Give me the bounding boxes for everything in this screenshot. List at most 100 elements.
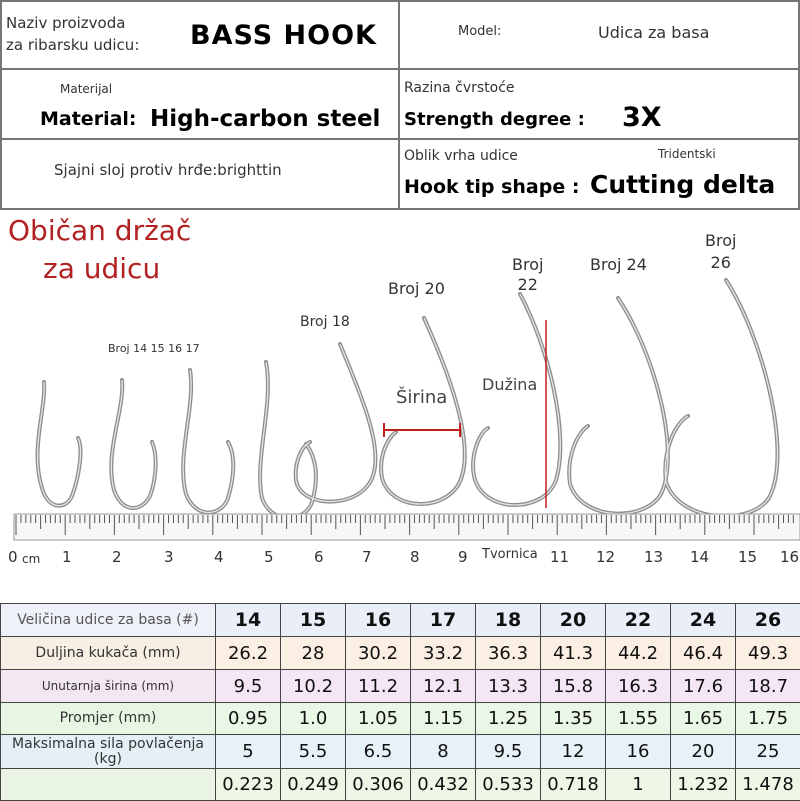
product-name-label-line1: Naziv proizvoda (6, 12, 139, 34)
strength-value: 3X (622, 102, 662, 133)
product-name-label: Naziv proizvoda za ribarsku udicu: (6, 12, 139, 56)
table-cell: 1.05 (346, 703, 411, 735)
table-cell: 0.306 (346, 769, 411, 801)
material-small-label: Materijal (60, 82, 112, 96)
divider (0, 0, 2, 210)
table-cell: 1.15 (411, 703, 476, 735)
table-cell: 26.2 (216, 637, 281, 670)
table-cell: 1.478 (736, 769, 800, 801)
tip-label: Hook tip shape : (404, 176, 579, 198)
table-cell: 33.2 (411, 637, 476, 670)
ruler-number: 2 (112, 548, 122, 566)
width-label: Širina (396, 387, 447, 408)
table-cell: 15.8 (541, 670, 606, 703)
table-cell: 25 (736, 735, 800, 769)
table-cell: 9.5 (476, 735, 541, 769)
table-cell: 0.95 (216, 703, 281, 735)
tip-value: Cutting delta (590, 170, 775, 199)
table-cell: 16 (606, 735, 671, 769)
ruler-number: 13 (644, 548, 663, 566)
length-label: Dužina (482, 375, 537, 394)
hook-22 (473, 294, 560, 505)
label-size-20: Broj 20 (388, 279, 445, 298)
table-row: Promjer (mm) 0.95 1.0 1.05 1.15 1.25 1.3… (1, 703, 800, 735)
size-cell: 17 (411, 604, 476, 637)
table-cell: 12 (541, 735, 606, 769)
label-size-22-line1: Broj (512, 255, 543, 275)
table-cell: 11.2 (346, 670, 411, 703)
coating-text: Sjajni sloj protiv hrđe:brighttin (54, 161, 282, 179)
product-name-label-line2: za ribarsku udicu: (6, 34, 139, 56)
divider (0, 68, 800, 70)
table-cell: 0.533 (476, 769, 541, 801)
table-cell: 20 (671, 735, 736, 769)
ruler-number: 3 (164, 548, 174, 566)
table-header-label: Veličina udice za basa (#) (1, 604, 216, 637)
label-size-26: Broj 26 (705, 230, 736, 274)
size-cell: 20 (541, 604, 606, 637)
table-cell: 0.718 (541, 769, 606, 801)
ruler-number: 8 (410, 548, 420, 566)
size-cell: 15 (281, 604, 346, 637)
material-label: Material: (40, 108, 137, 130)
hook-14 (37, 382, 80, 506)
table-cell: 1.65 (671, 703, 736, 735)
hook-20 (381, 318, 465, 504)
size-cell: 18 (476, 604, 541, 637)
size-cell: 24 (671, 604, 736, 637)
table-cell: 0.432 (411, 769, 476, 801)
table-cell: 1.35 (541, 703, 606, 735)
table-cell: 36.3 (476, 637, 541, 670)
hook-15 (111, 380, 155, 508)
table-row: 0.223 0.249 0.306 0.432 0.533 0.718 1 1.… (1, 769, 800, 801)
size-cell: 26 (736, 604, 800, 637)
table-cell: 1.75 (736, 703, 800, 735)
ruler-unit: cm (22, 552, 40, 566)
table-cell: 8 (411, 735, 476, 769)
table-cell: 1.0 (281, 703, 346, 735)
ruler-number: 7 (362, 548, 372, 566)
label-size-26-line2: 26 (705, 252, 736, 274)
model-value: Udica za basa (598, 23, 709, 42)
table-cell: 0.249 (281, 769, 346, 801)
table-cell: 44.2 (606, 637, 671, 670)
spec-table: Veličina udice za basa (#) 14 15 16 17 1… (0, 603, 800, 801)
ruler-number: 12 (596, 548, 615, 566)
table-row: Unutarnja širina (mm) 9.5 10.2 11.2 12.1… (1, 670, 800, 703)
ruler-number: 5 (264, 548, 274, 566)
table-row: Maksimalna sila povlačenja (kg) 5 5.5 6.… (1, 735, 800, 769)
ruler (14, 514, 800, 540)
divider (0, 138, 800, 140)
table-header-row: Veličina udice za basa (#) 14 15 16 17 1… (1, 604, 800, 637)
row-label: Unutarnja širina (mm) (1, 670, 216, 703)
strength-label: Strength degree : (404, 109, 585, 130)
factory-label: Tvornica (482, 547, 538, 562)
table-cell: 46.4 (671, 637, 736, 670)
hook-18 (296, 344, 376, 502)
divider (398, 0, 400, 210)
table-cell: 18.7 (736, 670, 800, 703)
ruler-number: 1 (62, 548, 72, 566)
ruler-number: 14 (690, 548, 709, 566)
row-label: Maksimalna sila povlačenja (kg) (1, 735, 216, 769)
model-label: Model: (458, 24, 501, 39)
product-name: BASS HOOK (190, 20, 377, 51)
material-value: High-carbon steel (150, 106, 380, 132)
table-row: Duljina kukača (mm) 26.2 28 30.2 33.2 36… (1, 637, 800, 670)
table-cell: 17.6 (671, 670, 736, 703)
row-label: Duljina kukača (mm) (1, 637, 216, 670)
size-cell: 22 (606, 604, 671, 637)
size-cell: 14 (216, 604, 281, 637)
divider (0, 0, 800, 2)
spec-header: Naziv proizvoda za ribarsku udicu: BASS … (0, 0, 800, 210)
table-cell: 49.3 (736, 637, 800, 670)
ruler-number: 16 (780, 548, 799, 566)
ruler-number: 11 (550, 548, 569, 566)
table-cell: 1 (606, 769, 671, 801)
table-cell: 5 (216, 735, 281, 769)
table-cell: 13.3 (476, 670, 541, 703)
label-size-26-line1: Broj (705, 230, 736, 252)
ruler-number: 4 (214, 548, 224, 566)
table-cell: 1.55 (606, 703, 671, 735)
label-size-24: Broj 24 (590, 255, 647, 274)
